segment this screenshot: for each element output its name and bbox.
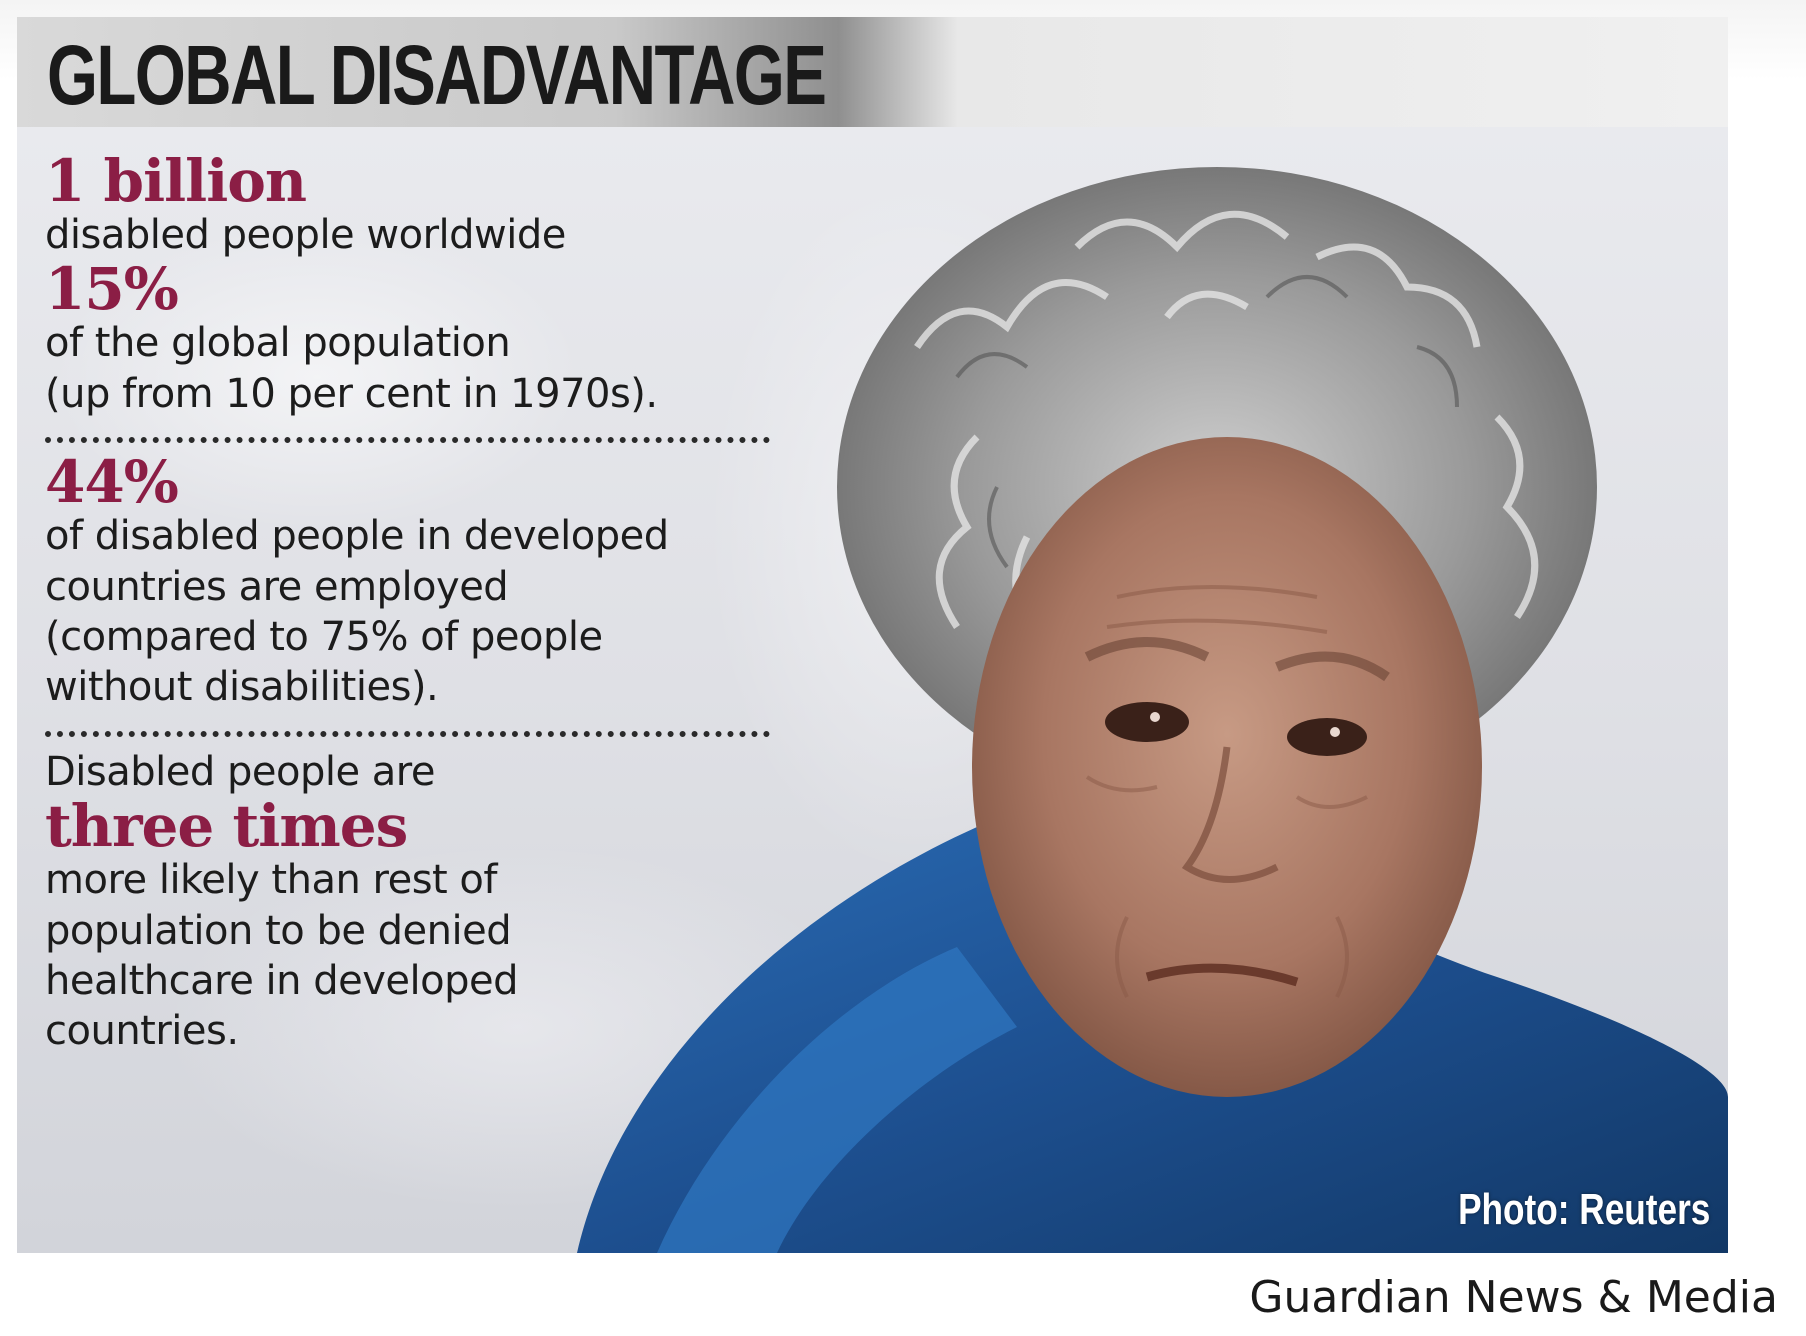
header-strip [17, 17, 1728, 137]
infographic-title: GLOBAL DISADVANTAGE [47, 28, 827, 122]
stat-description: of disabled people in developed [45, 513, 669, 560]
stat-block-billion: 1 billion disabled people worldwide [45, 152, 805, 260]
stat-description: (compared to 75% of people [45, 613, 603, 660]
stat-description: (up from 10 per cent in 1970s). [45, 370, 658, 417]
stat-description: healthcare in developed [45, 957, 518, 1004]
stat-block-44-percent: 44% of disabled people in developed coun… [45, 453, 805, 713]
stat-figure: three times [45, 792, 408, 861]
source-caption: Guardian News & Media [1249, 1272, 1778, 1323]
stat-intro: Disabled people are [45, 748, 435, 795]
dotted-divider [45, 730, 770, 737]
stats-column: 1 billion disabled people worldwide 15% … [45, 152, 805, 1057]
stat-figure: 44% [45, 448, 179, 517]
stat-description: without disabilities). [45, 664, 439, 711]
stat-block-three-times: Disabled people are three times more lik… [45, 747, 805, 1057]
stat-description: population to be denied [45, 907, 512, 954]
dotted-divider [45, 437, 770, 444]
stat-block-15-percent: 15% of the global population (up from 10… [45, 260, 805, 419]
stat-description: countries. [45, 1008, 239, 1055]
stat-description: countries are employed [45, 563, 509, 610]
stat-figure: 1 billion [45, 147, 307, 215]
stat-description: disabled people worldwide [45, 212, 566, 258]
stat-figure: 15% [45, 255, 179, 324]
photo-credit: Photo: Reuters [1457, 1185, 1710, 1234]
stat-description: of the global population [45, 320, 511, 367]
woman-photo [577, 167, 1728, 1253]
infographic-panel: GLOBAL DISADVANTAGE 1 billion disabled p… [17, 17, 1728, 1253]
stat-description: more likely than rest of [45, 857, 497, 904]
